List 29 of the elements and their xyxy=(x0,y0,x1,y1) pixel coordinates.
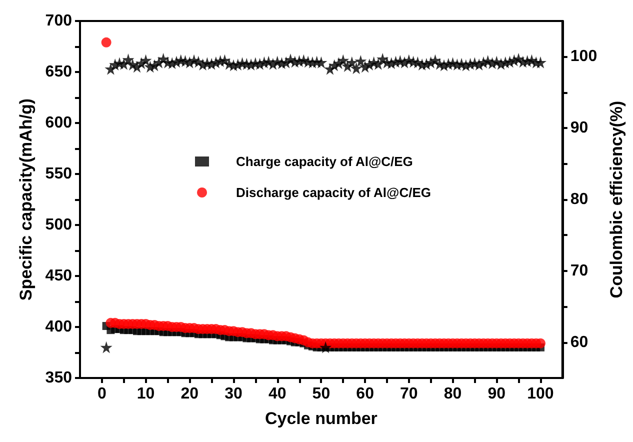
y-tick-label: 650 xyxy=(45,64,72,80)
y2-axis-title: Coulombic efficiency(%) xyxy=(607,100,626,298)
x-tick-label: 80 xyxy=(444,386,462,402)
x-axis-title: Cycle number xyxy=(264,409,378,428)
y-tick-label: 600 xyxy=(45,114,72,132)
y2-tick-label: 80 xyxy=(570,191,588,208)
x-tick-label: 50 xyxy=(312,386,330,402)
x-tick-label: 70 xyxy=(400,386,418,402)
y-tick-label: 450 xyxy=(45,268,72,284)
y-tick-label: 550 xyxy=(45,166,72,182)
x-tick-label: 20 xyxy=(180,386,199,402)
y2-tick-label: 70 xyxy=(570,262,588,280)
y-tick-label: 400 xyxy=(45,318,72,336)
x-tick-label: 10 xyxy=(136,386,155,402)
x-tick-label: 90 xyxy=(488,386,506,402)
x-tick-label: 40 xyxy=(268,386,286,402)
x-tick-label: 100 xyxy=(527,386,554,402)
y-axis-title: Specific capacity(mAh/g) xyxy=(16,98,36,301)
x-tick-label: 0 xyxy=(97,386,106,402)
y-tick-label: 350 xyxy=(45,370,72,386)
y-tick-label: 500 xyxy=(45,216,72,234)
y2-tick-label: 90 xyxy=(570,120,588,137)
y2-tick-label: 60 xyxy=(570,334,588,351)
x-tick-label: 60 xyxy=(356,386,374,402)
legend-label: Discharge capacity of Al@C/EG xyxy=(236,185,431,200)
y-tick-label: 700 xyxy=(45,12,72,30)
y2-tick-label: 100 xyxy=(570,48,598,66)
x-tick-label: 30 xyxy=(224,386,242,402)
legend-label: Charge capacity of Al@C/EG xyxy=(236,154,413,169)
